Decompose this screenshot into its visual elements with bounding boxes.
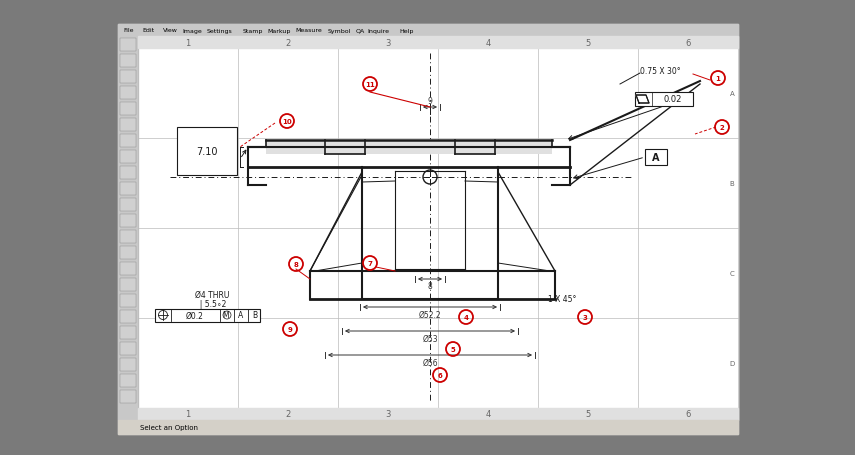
Text: 2: 2 (720, 125, 724, 131)
Text: 6: 6 (438, 372, 442, 378)
Text: 0.02: 0.02 (663, 95, 682, 104)
Text: 5: 5 (586, 38, 591, 47)
Text: Measure: Measure (295, 28, 322, 33)
Bar (120, 247, 136, 259)
Text: C: C (729, 270, 734, 276)
Text: M: M (222, 311, 229, 320)
Text: Settings: Settings (206, 28, 233, 33)
Text: 8: 8 (293, 262, 298, 268)
Text: View: View (162, 28, 178, 33)
Bar (120, 119, 136, 131)
Text: Ø53: Ø53 (422, 334, 438, 343)
Text: Help: Help (399, 28, 414, 33)
Text: Ø4 THRU: Ø4 THRU (195, 290, 229, 299)
Text: 1: 1 (186, 38, 191, 47)
Text: File: File (123, 28, 133, 33)
Bar (138, 408, 738, 420)
Text: A: A (239, 311, 244, 320)
Text: 5: 5 (451, 346, 456, 352)
Bar (120, 214, 136, 228)
Bar (120, 326, 136, 339)
Text: Select an Option: Select an Option (140, 424, 198, 430)
Bar (118, 37, 138, 420)
Bar (155, 309, 260, 322)
Bar (118, 420, 738, 434)
Text: 2: 2 (286, 410, 291, 419)
Text: 11: 11 (365, 82, 374, 88)
Text: 0.75 X 30°: 0.75 X 30° (640, 67, 681, 76)
Bar (120, 167, 136, 180)
Text: 2: 2 (286, 38, 291, 47)
Bar (120, 231, 136, 243)
Bar (120, 198, 136, 212)
Bar (120, 310, 136, 324)
Bar (138, 37, 738, 49)
Polygon shape (636, 96, 649, 104)
Text: Edit: Edit (143, 28, 155, 33)
Text: 10: 10 (282, 119, 292, 125)
Text: B: B (729, 181, 734, 187)
Text: 5: 5 (586, 410, 591, 419)
Bar (120, 103, 136, 116)
Bar (120, 263, 136, 275)
Bar (120, 39, 136, 52)
Bar (120, 151, 136, 164)
Bar (120, 374, 136, 387)
Text: Symbol: Symbol (327, 28, 351, 33)
Text: 7: 7 (368, 260, 373, 267)
Text: 3: 3 (582, 314, 587, 320)
Text: Ø0.2: Ø0.2 (186, 311, 204, 320)
Text: A: A (729, 91, 734, 97)
Bar (266, 141, 552, 155)
Text: | 5.5∘2: | 5.5∘2 (195, 300, 227, 309)
Text: B: B (252, 311, 257, 320)
Bar (645, 150, 667, 166)
Bar (120, 55, 136, 68)
Text: Ø52.2: Ø52.2 (419, 310, 441, 319)
Text: 1: 1 (186, 410, 191, 419)
Text: 6: 6 (686, 410, 691, 419)
Text: 9: 9 (287, 326, 292, 332)
Bar (120, 342, 136, 355)
Bar (120, 87, 136, 100)
Text: Markup: Markup (267, 28, 291, 33)
Text: 3: 3 (386, 38, 391, 47)
Bar (118, 25, 738, 434)
Text: A: A (652, 153, 660, 162)
Text: Image: Image (182, 28, 202, 33)
Text: 8: 8 (428, 282, 433, 291)
Bar (118, 25, 738, 37)
Bar (120, 390, 136, 403)
Bar (120, 135, 136, 148)
Bar (120, 358, 136, 371)
Text: 6: 6 (686, 38, 691, 47)
Bar (635, 93, 693, 107)
Text: Stamp: Stamp (243, 28, 263, 33)
Text: 9: 9 (428, 97, 433, 106)
Text: 7.10: 7.10 (197, 147, 218, 157)
Text: 4: 4 (486, 410, 491, 419)
Text: 1: 1 (716, 76, 721, 82)
Bar (120, 71, 136, 84)
Text: QA: QA (356, 28, 365, 33)
Bar (120, 182, 136, 196)
Text: 4: 4 (463, 314, 469, 320)
Bar (120, 278, 136, 291)
Text: 4: 4 (486, 38, 491, 47)
Text: 1 X 45°: 1 X 45° (548, 295, 576, 304)
Text: 3: 3 (386, 410, 391, 419)
Bar (120, 294, 136, 307)
Text: Inquire: Inquire (367, 28, 389, 33)
Text: D: D (729, 360, 734, 366)
Text: Ø56: Ø56 (422, 358, 438, 367)
Bar (138, 37, 738, 420)
